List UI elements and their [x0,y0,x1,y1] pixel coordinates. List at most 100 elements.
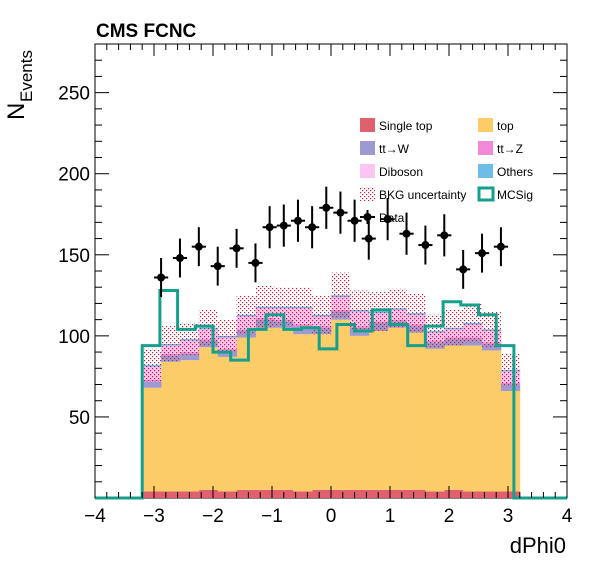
unc-band-8 [293,287,313,327]
stack-bar-0-13 [387,489,407,498]
stack-bar-0-19 [500,491,521,498]
data-point-4 [232,244,241,253]
legend-swatch [360,187,375,201]
stack-bar-1-16 [444,345,464,490]
stack-bar-2-17 [463,339,483,346]
data-point-13 [364,234,373,243]
stack-bar-0-11 [349,489,370,498]
unc-band-5 [236,295,256,335]
legend-label: BKG uncertainty [379,188,466,202]
data-point-0 [157,273,166,282]
stack-bar-2-2 [179,353,200,361]
stack-bar-1-12 [368,330,389,490]
legend-label: Single top [379,119,433,133]
legend-label: MCSig [497,188,533,202]
unc-band-7 [274,287,294,327]
legend-swatch [478,118,493,132]
stack-bar-0-10 [331,489,351,498]
x-tick-label: 4 [562,506,573,527]
data-point-7 [279,221,288,230]
unc-band-9 [312,295,331,335]
data-point-16 [421,241,430,250]
data-point-19 [478,249,487,258]
unc-band-10 [331,272,350,319]
stack-bar-1-13 [387,327,407,490]
stack-bar-1-5 [236,337,256,490]
data-point-2 [194,242,203,251]
stack-bar-0-15 [425,491,445,498]
unc-band-14 [406,293,426,333]
stacked-background [142,295,521,498]
data-point-20 [496,242,505,251]
data-point-17 [440,231,449,240]
y-axis-label: N Events [3,50,36,120]
unc-band-13 [387,288,407,328]
data-point-15 [402,229,411,238]
legend-entry-0: Single top [360,118,433,133]
stack-bar-0-4 [217,491,237,498]
data-point-8 [293,216,302,225]
legend-label: top [497,119,514,133]
y-tick-label: 250 [58,84,90,105]
legend-entry-5: Others [478,164,533,179]
data-point-9 [308,223,317,232]
x-tick-label: 3 [503,506,514,527]
stack-bar-1-9 [312,334,332,490]
stack-bar-2-4 [217,350,237,357]
data-point-3 [213,262,222,271]
stack-bar-1-17 [463,345,483,492]
stack-bar-2-19 [500,384,521,391]
data-point-6 [265,223,274,232]
x-tick-label: 0 [326,506,337,527]
stack-bar-0-1 [161,491,181,498]
legend-swatch [478,141,493,155]
stack-bar-0-16 [444,489,464,498]
stack-bar-1-19 [500,390,521,492]
stack-bar-1-18 [482,350,502,492]
y-axis-label-sub: Events [17,50,36,102]
unc-band-19 [500,353,520,387]
y-tick-label: 50 [69,408,90,429]
stack-bar-1-3 [198,347,219,490]
data-point-10 [322,203,331,212]
chart-title: CMS FCNC [96,21,197,42]
legend-label: Data [379,211,405,225]
x-tick-label: 1 [385,506,396,527]
stack-bar-1-0 [142,387,162,492]
stack-bar-1-14 [406,332,426,490]
stack-bar-0-5 [236,489,256,498]
data-point-18 [459,265,468,274]
x-tick-label: −3 [143,506,165,527]
stack-bar-1-7 [274,327,294,490]
stack-bar-0-14 [406,489,426,498]
stack-bar-2-18 [482,343,502,351]
stack-bar-1-4 [217,356,237,492]
stack-bar-0-0 [142,491,162,498]
legend: Single top top tt→W tt→Z Diboson Others BKG un… [360,118,533,225]
unc-band-18 [482,311,501,348]
stack-bar-1-10 [331,319,351,490]
unc-band-16 [444,309,464,346]
legend-label: Others [497,165,533,179]
data-point-11 [336,208,345,217]
stack-bar-0-9 [312,489,332,498]
data-point-12 [350,216,359,225]
mcsig-line [95,288,567,500]
stack-bar-1-6 [255,327,275,490]
legend-entry-1: top [478,118,514,133]
legend-swatch [360,118,375,132]
legend-swatch-dot [363,213,372,221]
stack-bar-0-18 [482,491,502,498]
legend-swatch [360,164,375,178]
stack-bar-1-15 [425,348,445,492]
x-tick-label: −1 [261,506,283,527]
data-point-1 [175,254,184,263]
legend-entry-2: tt→W [360,141,410,156]
stack-bar-1-1 [161,361,181,492]
x-axis-label: dPhi0 [510,533,566,558]
unc-band-2 [179,322,199,356]
unc-band-6 [255,285,275,328]
stack-bar-0-6 [255,489,275,498]
legend-entry-7: MCSig [477,186,533,202]
legend-label: Diboson [379,165,423,179]
